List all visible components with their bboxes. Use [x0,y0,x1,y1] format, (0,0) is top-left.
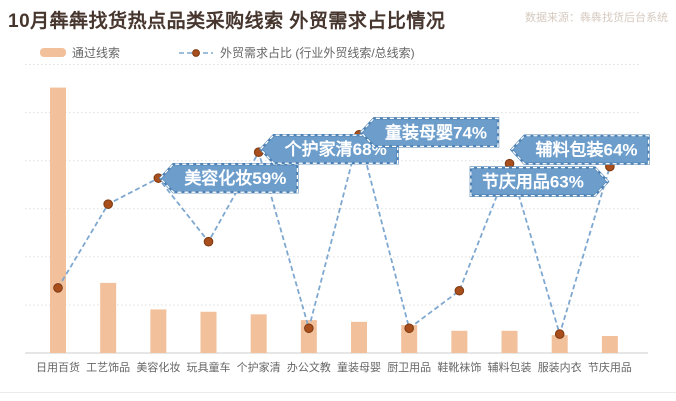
x-axis-label: 日用百货 [36,360,80,374]
bar-swatch-icon [40,48,66,57]
bar[interactable] [401,325,418,353]
x-axis-label: 童装母婴 [337,360,381,374]
bar[interactable] [250,314,267,353]
legend-label-bar: 通过线索 [72,46,121,60]
line-dot[interactable] [203,236,214,247]
bar[interactable] [501,330,518,353]
x-axis-label: 辅料包装 [488,360,532,374]
bar[interactable] [150,309,167,353]
bar[interactable] [601,335,618,353]
callout-banner-border [159,163,298,193]
bar[interactable] [551,335,568,353]
line-dot[interactable] [304,323,314,334]
line-dot[interactable] [53,283,63,293]
legend-item-bar-series[interactable]: 通过线索 [40,44,120,61]
data-source-label: 数据来源：犇犇找货后台系统 [525,12,668,24]
line-dot[interactable] [404,323,414,334]
line-dot[interactable] [554,329,565,339]
bar[interactable] [200,311,217,353]
bar[interactable] [451,330,468,353]
callout-banner-border [360,117,499,148]
x-axis-label: 节庆用品 [588,360,632,374]
callout-label: 美容化妆59% [184,168,286,188]
callout-banner-border [510,135,650,165]
legend-label-line: 外贸需求占比 (行业外贸线索/总线索) [220,46,415,60]
x-axis-label: 玩具童车 [187,360,231,374]
x-axis-label: 工艺饰品 [86,360,130,374]
x-axis-label: 办公文教 [287,360,331,374]
bar[interactable] [351,321,368,353]
x-axis-label: 服装内衣 [538,360,582,374]
bar[interactable] [100,282,117,353]
callout-label: 童装母婴74% [385,122,487,142]
dashed-line-dot-icon [179,48,214,57]
callout-banner-border [470,166,609,197]
line-dot[interactable] [103,199,113,209]
line-dot[interactable] [454,285,465,296]
callout-label: 个护家清68% [284,139,387,159]
callout-label: 节庆用品63% [482,172,584,192]
x-axis-label: 美容化妆 [136,360,180,374]
callout-banner-border [259,134,399,164]
x-axis-label: 厨卫用品 [387,361,431,374]
legend-item-line-series[interactable]: 外贸需求占比 (行业外贸线索/总线索) [178,44,415,61]
chart-title: 10月犇犇找货热点品类采购线索 外贸需求占比情况 [8,11,446,32]
callout-label: 辅料包装64% [536,140,638,160]
bar[interactable] [50,87,66,353]
trend-line [57,131,611,338]
x-axis-label: 个护家清 [237,360,281,374]
legend: 通过线索 外贸需求占比 (行业外贸线索/总线索) [40,44,415,61]
x-axis-label: 鞋靴袜饰 [437,360,481,374]
bottom-divider [0,392,676,393]
